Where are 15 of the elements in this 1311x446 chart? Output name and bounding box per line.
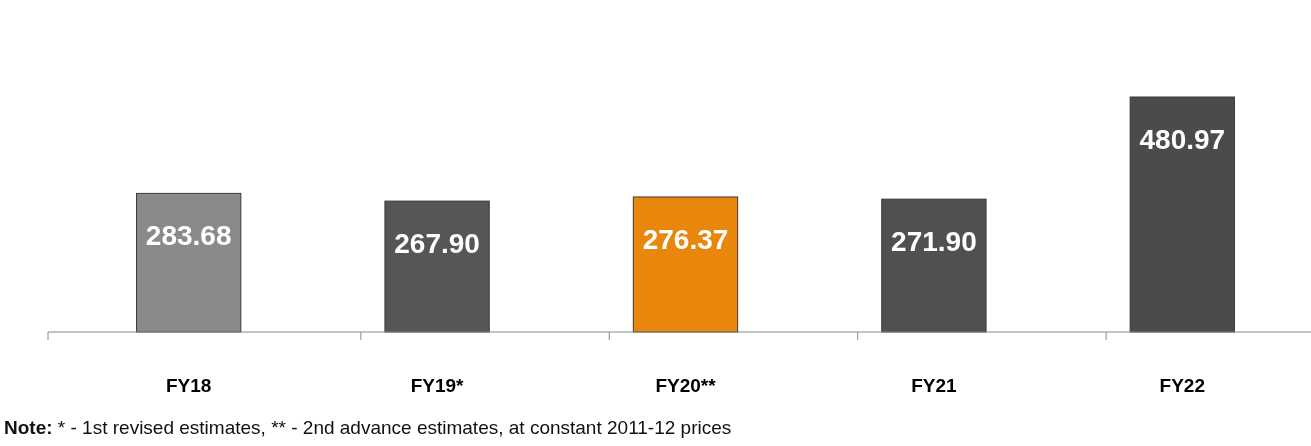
- data-label: 283.68: [145, 220, 232, 252]
- data-label: 267.90: [394, 228, 480, 260]
- bar: [881, 198, 987, 333]
- x-tick-label: FY20**: [655, 375, 717, 396]
- x-tick-label: FY18: [165, 375, 212, 396]
- bar: [384, 200, 490, 333]
- data-label: 271.90: [891, 226, 977, 258]
- data-label: 480.97: [1139, 124, 1226, 155]
- text: Note: * - 1st revised estimates, ** - 2nd advance estimates, at constant 2011-12 prices: [4, 417, 732, 438]
- x-tick-label: FY21: [911, 375, 958, 396]
- x-tick-label: FY19*: [410, 375, 465, 396]
- bar: [632, 196, 739, 333]
- x-tick-label: FY22: [1159, 375, 1206, 396]
- bar: [1129, 96, 1235, 333]
- data-label: 276.37: [642, 223, 729, 255]
